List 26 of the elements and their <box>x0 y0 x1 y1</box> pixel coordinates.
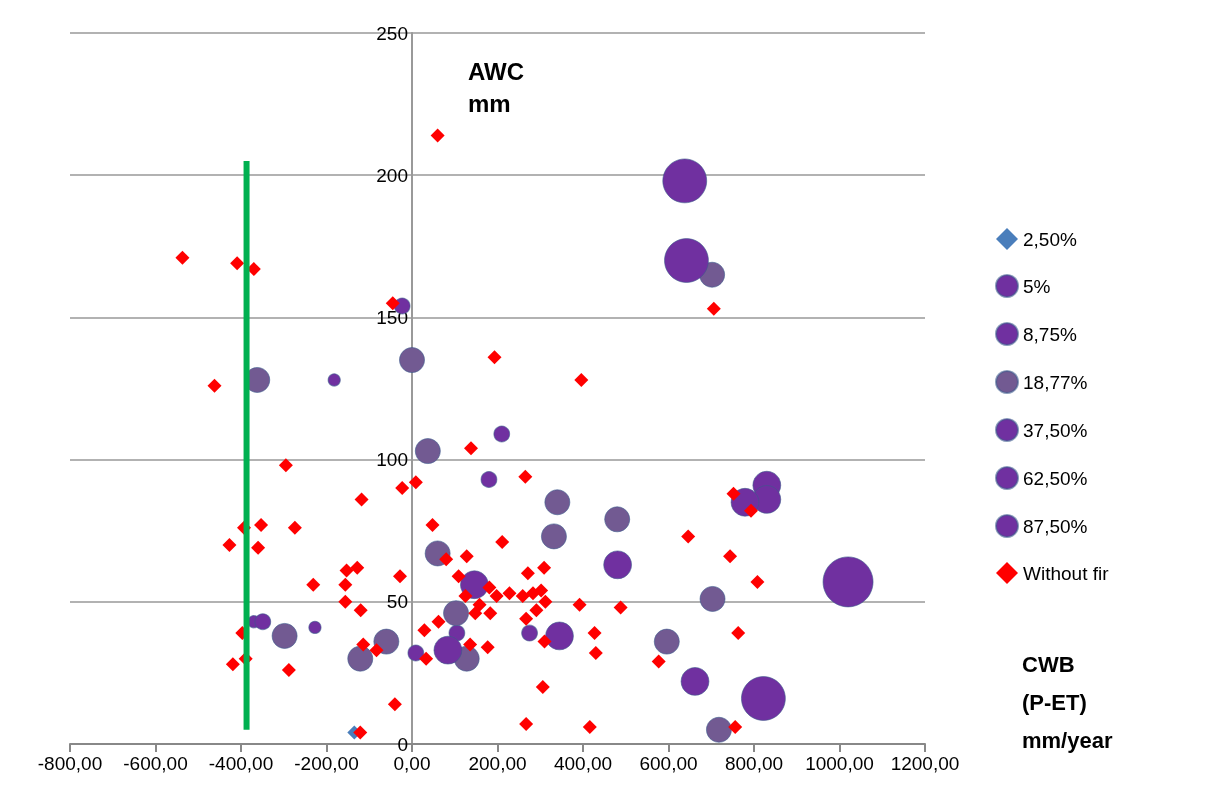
y-tick-label: 250 <box>376 22 408 44</box>
legend-label: 8,75% <box>1023 323 1077 345</box>
legend-label: 62,50% <box>1023 467 1088 489</box>
legend-label: 5% <box>1023 275 1051 297</box>
legend-label: 87,50% <box>1023 515 1088 537</box>
legend-label: 18,77% <box>1023 371 1088 393</box>
x-tick-label: -800,00 <box>37 753 103 774</box>
x-axis-title: CWB (P-ET) mm/year <box>1022 651 1113 753</box>
y-tick-label: 100 <box>376 449 408 471</box>
x-tick-label: 600,00 <box>639 753 698 774</box>
y-tick-label: 50 <box>386 591 408 613</box>
y-axis-title: AWC mm <box>468 57 524 117</box>
x-tick-label: -600,00 <box>123 753 188 774</box>
y-tick-label: 0 <box>397 733 408 755</box>
x-tick-label: 200,00 <box>468 753 527 774</box>
x-tick-label: 800,00 <box>724 753 784 774</box>
x-tick-label: 400,00 <box>553 753 613 774</box>
x-tick-label: -400,00 <box>208 753 274 774</box>
x-tick-label: 0,00 <box>393 753 431 774</box>
legend-label: 2,50% <box>1023 228 1077 250</box>
legend-label: 37,50% <box>1023 419 1088 441</box>
x-tick-label: 1200,00 <box>890 753 960 774</box>
x-tick-label: 1000,00 <box>805 753 874 774</box>
legend-label: Without fir <box>1023 562 1110 584</box>
x-tick-label: -200,00 <box>294 753 359 774</box>
y-tick-label: 200 <box>376 164 408 186</box>
